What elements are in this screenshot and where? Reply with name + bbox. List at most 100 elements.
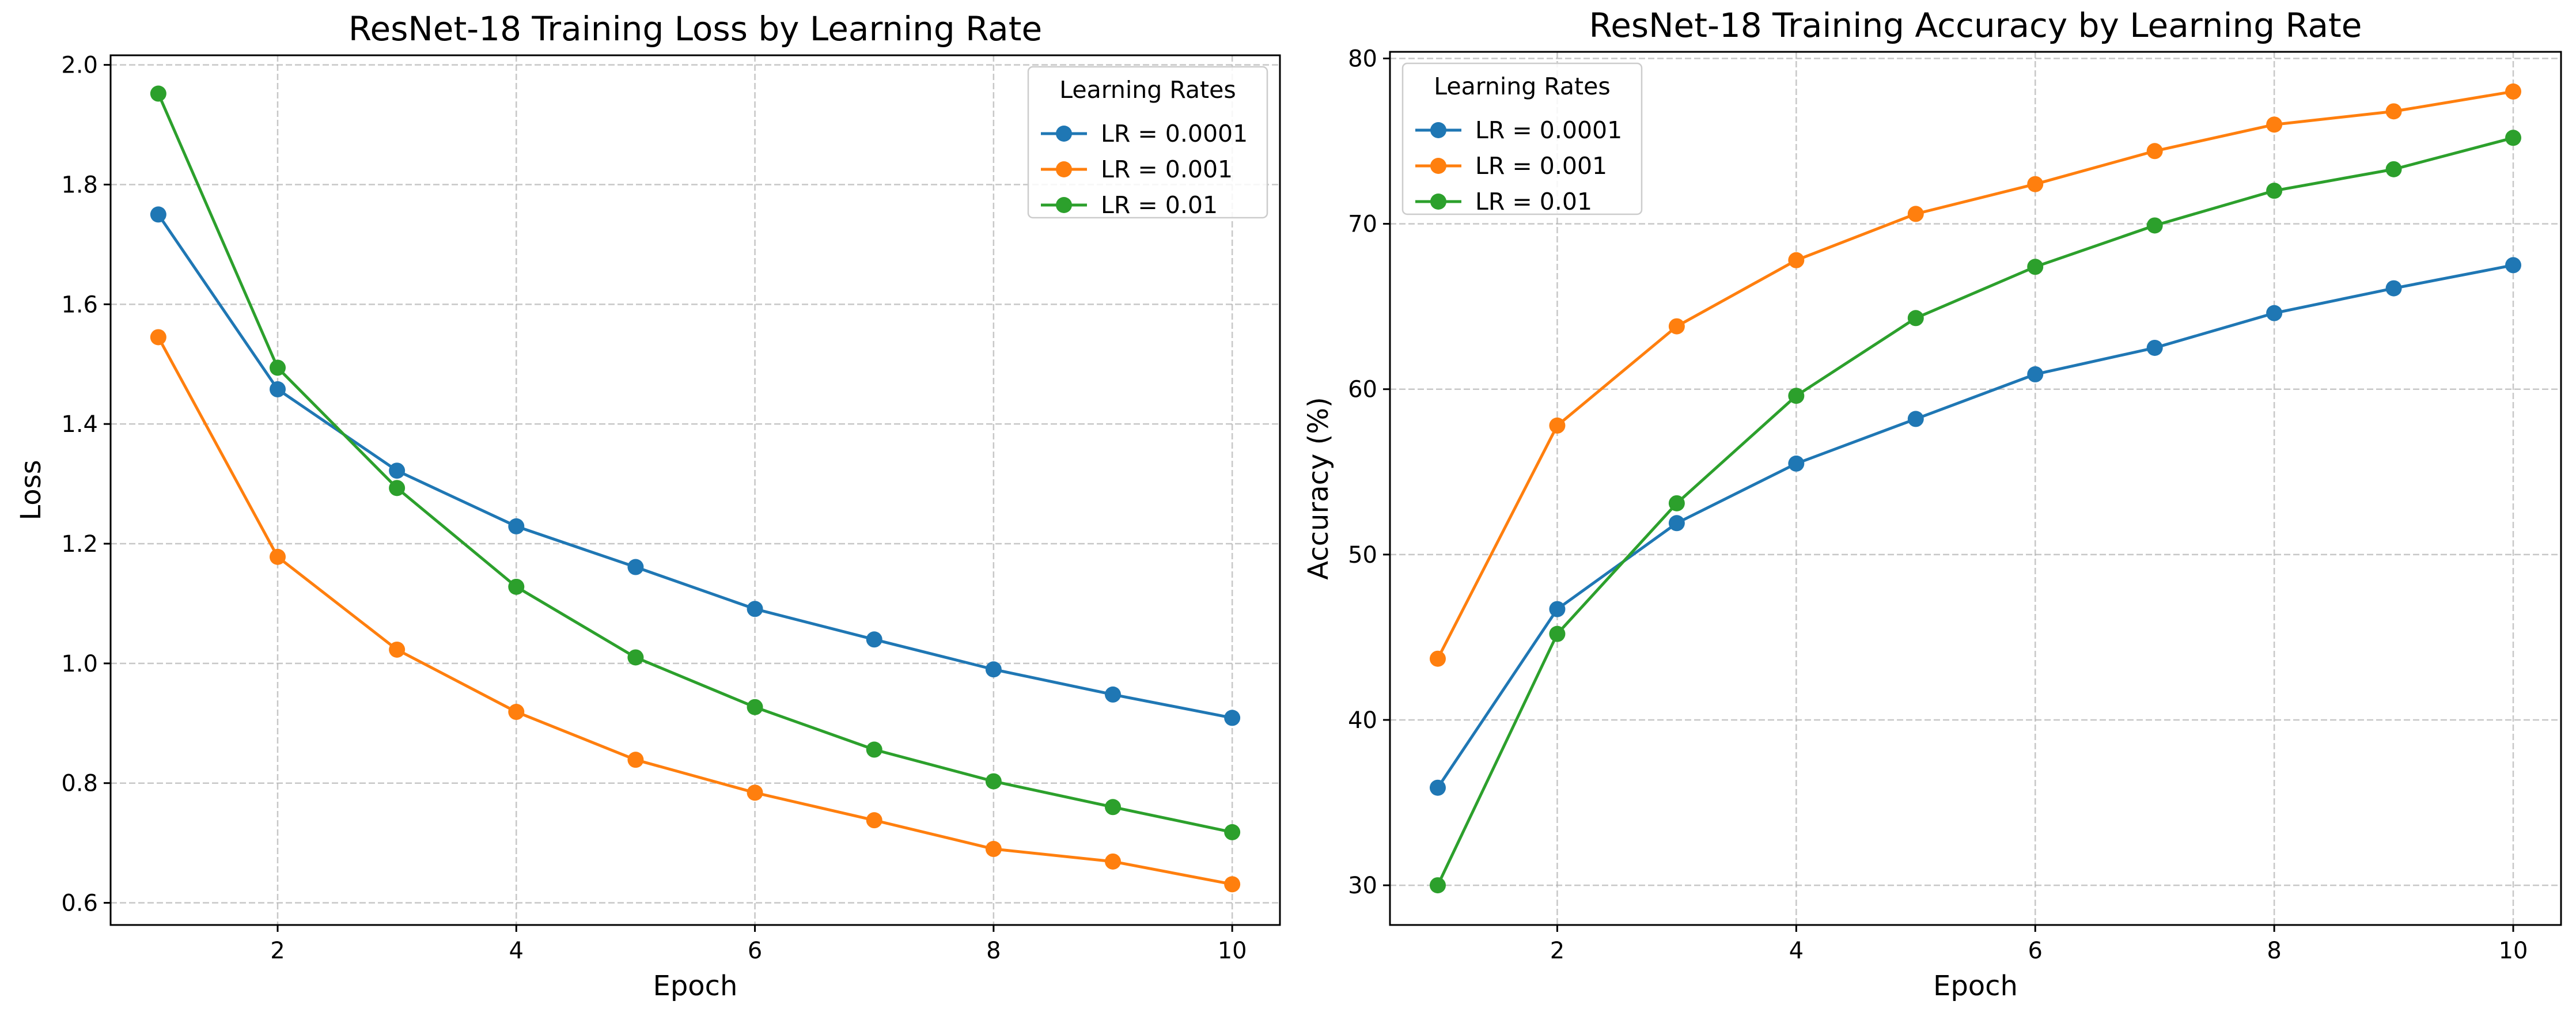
loss-y-tick-label: 1.8 <box>61 172 98 198</box>
accuracy-legend-title: Learning Rates <box>1434 73 1610 100</box>
accuracy-y-tick-label: 80 <box>1348 45 1377 72</box>
accuracy-legend-label: LR = 0.001 <box>1475 152 1607 180</box>
loss-data-point <box>866 631 882 648</box>
accuracy-data-point <box>1429 877 1446 894</box>
loss-data-point <box>747 601 763 617</box>
loss-legend-label: LR = 0.01 <box>1101 191 1218 219</box>
accuracy-data-point <box>1788 252 1805 268</box>
loss-data-point <box>270 359 286 376</box>
loss-series-line <box>157 93 1233 834</box>
loss-data-point <box>508 578 525 595</box>
accuracy-y-tick-label: 30 <box>1348 873 1377 899</box>
loss-y-tick-label: 0.8 <box>61 771 98 797</box>
accuracy-y-tick-label: 40 <box>1348 707 1377 734</box>
loss-legend: Learning Rates LR = 0.0001 LR = 0.001 LR = … <box>1027 66 1268 219</box>
loss-axes-frame <box>109 54 1281 926</box>
accuracy-series-line <box>1436 90 2514 659</box>
accuracy-data-point <box>2266 183 2283 199</box>
accuracy-data-point <box>1907 310 1924 327</box>
loss-legend-label: LR = 0.0001 <box>1101 120 1248 147</box>
accuracy-data-point <box>1668 318 1685 335</box>
accuracy-chart-panel: 2 4 6 8 10 30 40 50 60 70 80 ResNet-18 Training Acc… <box>1302 6 2562 1002</box>
loss-data-point <box>747 699 763 715</box>
loss-series-line <box>157 336 1233 886</box>
accuracy-data-point <box>1668 515 1685 532</box>
loss-data-point <box>1105 799 1121 816</box>
accuracy-y-tick-label: 60 <box>1348 377 1377 403</box>
accuracy-data-point <box>1788 455 1805 472</box>
loss-chart-title: ResNet-18 Training Loss by Learning Rate <box>348 9 1042 48</box>
accuracy-data-point <box>2027 176 2044 192</box>
accuracy-x-axis-label: Epoch <box>1933 970 2018 1002</box>
accuracy-data-point <box>2146 339 2163 356</box>
loss-legend-label: LR = 0.001 <box>1101 156 1233 183</box>
accuracy-data-point <box>1907 411 1924 427</box>
loss-x-tick-label: 6 <box>748 938 762 964</box>
loss-data-point <box>985 661 1002 678</box>
accuracy-data-point <box>1429 779 1446 796</box>
loss-legend-box <box>1027 66 1268 219</box>
loss-data-point <box>1105 686 1121 703</box>
loss-chart-panel: 2 4 6 8 10 0.6 0.8 1.0 1.2 1.4 1.6 1.8 2.0 ResNet-18 … <box>15 9 1281 1002</box>
loss-data-point <box>389 641 406 658</box>
loss-x-tick-label: 8 <box>986 938 1001 964</box>
accuracy-data-point <box>2027 366 2044 382</box>
accuracy-y-tick-label: 70 <box>1348 211 1377 238</box>
accuracy-series-0 <box>1429 257 2522 796</box>
accuracy-series-2 <box>1429 130 2522 894</box>
accuracy-y-tick-label: 50 <box>1348 542 1377 568</box>
accuracy-data-point <box>2385 161 2402 177</box>
loss-data-point <box>150 329 166 346</box>
loss-data-point <box>1224 710 1241 726</box>
accuracy-data-point <box>1907 206 1924 222</box>
accuracy-axes-frame <box>1389 51 2562 926</box>
accuracy-data-point <box>1668 495 1685 511</box>
accuracy-data-point <box>2027 259 2044 275</box>
loss-data-point <box>389 480 406 496</box>
loss-data-point <box>270 548 286 565</box>
loss-data-point <box>508 518 525 534</box>
accuracy-data-point <box>1549 601 1566 617</box>
loss-data-point <box>866 741 882 758</box>
loss-x-tick-label: 4 <box>509 938 524 964</box>
loss-data-point <box>1105 853 1121 870</box>
loss-data-point <box>627 649 644 666</box>
accuracy-series-line <box>1436 263 2514 789</box>
loss-legend-swatch-marker <box>1056 197 1072 213</box>
accuracy-legend: Learning Rates LR = 0.0001 LR = 0.001 LR = … <box>1401 62 1643 215</box>
loss-data-point <box>150 85 166 102</box>
accuracy-chart-title: ResNet-18 Training Accuracy by Learning … <box>1589 6 2362 45</box>
loss-y-tick-label: 0.6 <box>61 890 98 917</box>
accuracy-data-point <box>2505 257 2522 274</box>
accuracy-x-tick-label: 4 <box>1789 938 1804 964</box>
loss-data-point <box>866 812 882 829</box>
loss-x-axis-label: Epoch <box>653 970 738 1002</box>
accuracy-legend-box <box>1401 62 1643 215</box>
loss-y-tick-label: 1.2 <box>61 531 98 558</box>
loss-data-point <box>150 206 166 223</box>
accuracy-y-axis-label: Accuracy (%) <box>1302 397 1335 579</box>
loss-series-1 <box>150 329 1241 893</box>
loss-series-line <box>157 214 1233 719</box>
loss-y-axis-label: Loss <box>15 460 47 520</box>
accuracy-data-point <box>2266 305 2283 321</box>
accuracy-data-point <box>2505 130 2522 146</box>
accuracy-data-point <box>2385 103 2402 120</box>
loss-data-point <box>1224 876 1241 893</box>
accuracy-legend-label: LR = 0.01 <box>1475 188 1592 215</box>
loss-legend-swatch-marker <box>1056 126 1072 142</box>
accuracy-series-1 <box>1429 83 2522 667</box>
accuracy-data-point <box>2385 280 2402 297</box>
accuracy-data-point <box>2505 83 2522 100</box>
loss-grid <box>111 55 1280 925</box>
loss-series-0 <box>150 206 1241 726</box>
loss-data-point <box>985 773 1002 790</box>
loss-data-point <box>389 462 406 479</box>
accuracy-x-tick-label: 6 <box>2028 938 2042 964</box>
loss-data-point <box>747 784 763 801</box>
loss-series-2 <box>150 85 1241 840</box>
accuracy-x-tick-label: 10 <box>2499 938 2528 964</box>
accuracy-legend-swatch-marker <box>1430 158 1446 174</box>
accuracy-series-line <box>1436 136 2514 886</box>
